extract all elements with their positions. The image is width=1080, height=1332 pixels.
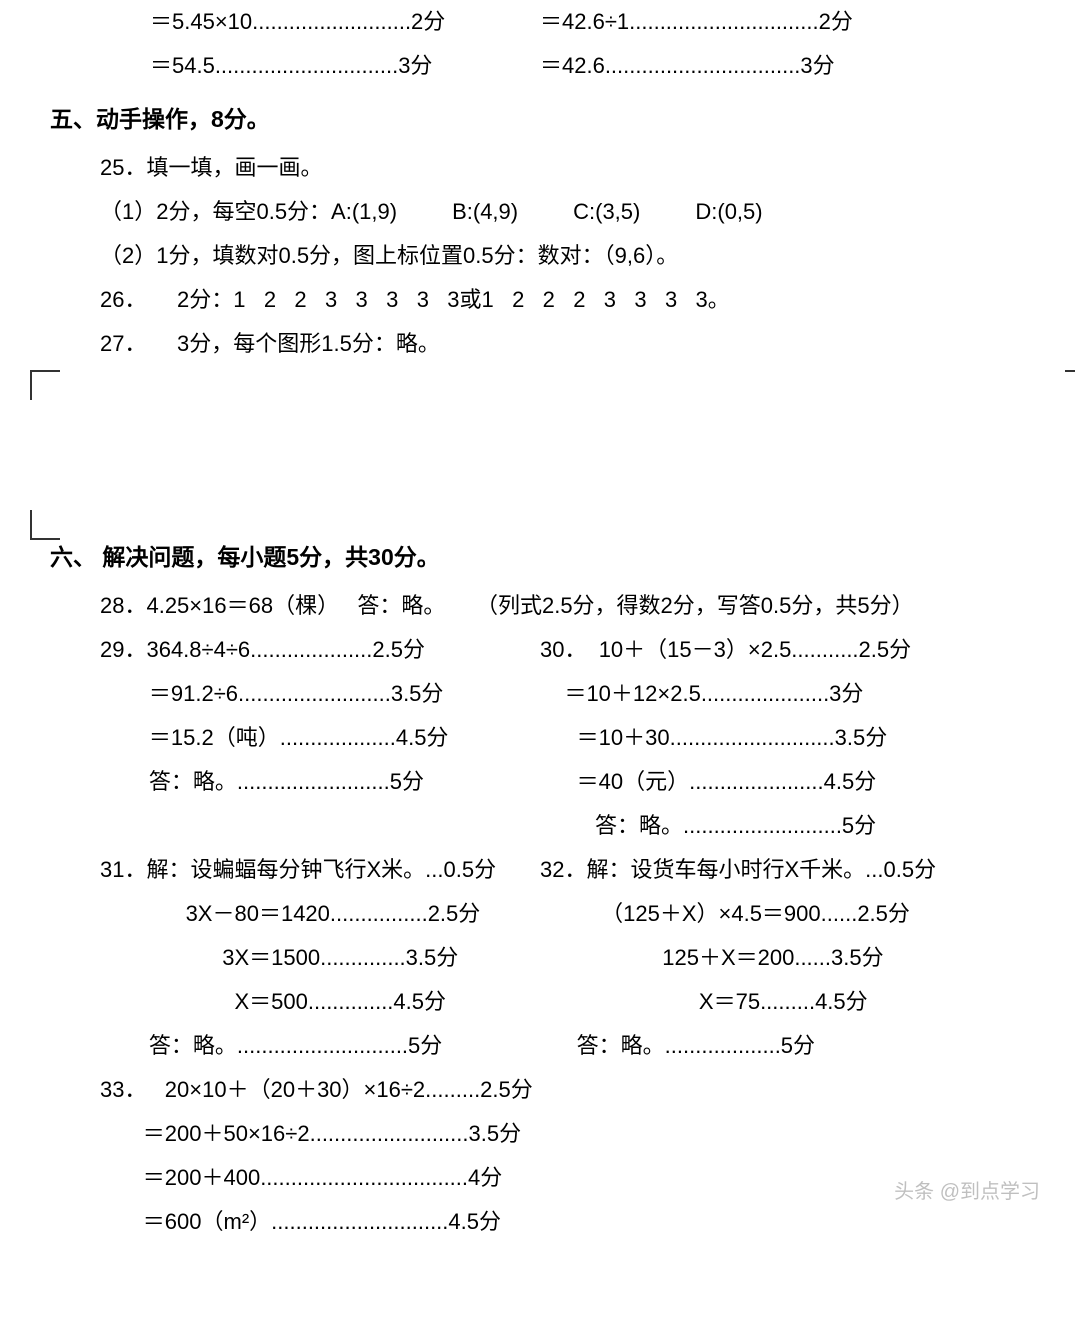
q33-a: 33． 20×10＋（20＋30）×16÷2.........2.5分 xyxy=(50,1068,1030,1112)
calc-row-1: ＝5.45×10..........................2分 ＝42… xyxy=(50,0,1030,44)
page-gap xyxy=(50,366,1030,526)
q30-d: ＝40（元）......................4.5分 xyxy=(540,760,1030,804)
calc-r2: ＝42.6................................3分 xyxy=(540,44,1030,88)
section-5-title: 五、动手操作，8分。 xyxy=(50,96,1030,142)
q30-c: ＝10＋30...........................3.5分 xyxy=(540,716,1030,760)
q32-d: X＝75.........4.5分 xyxy=(540,980,1030,1024)
q31-32-row3: 3X＝1500..............3.5分 125＋X＝200.....… xyxy=(50,936,1030,980)
q32-a: 32．解：设货车每小时行X千米。...0.5分 xyxy=(540,848,1030,892)
calc-l1: ＝5.45×10..........................2分 xyxy=(50,0,540,44)
q31-32-row2: 3X－80＝1420................2.5分 （125＋X）×4… xyxy=(50,892,1030,936)
q30-e: 答：略。..........................5分 xyxy=(540,804,1030,848)
q25-p1: （1）2分，每空0.5分：A:(1,9) B:(4,9) C:(3,5) D:(… xyxy=(50,190,1030,234)
calc-l2: ＝54.5..............................3分 xyxy=(50,44,540,88)
q31-32-row4: X＝500..............4.5分 X＝75.........4.5… xyxy=(50,980,1030,1024)
q30-b: ＝10＋12×2.5.....................3分 xyxy=(540,672,1030,716)
q30-row5: 答：略。..........................5分 xyxy=(50,804,1030,848)
q32-c: 125＋X＝200......3.5分 xyxy=(540,936,1030,980)
q32-e: 答：略。...................5分 xyxy=(540,1024,1030,1068)
section-6-title: 六、 解决问题，每小题5分，共30分。 xyxy=(50,534,1030,580)
q33-c: ＝200＋400................................… xyxy=(50,1156,1030,1200)
q33-d: ＝600（m²）.............................4.5… xyxy=(50,1200,1030,1244)
q31-b: 3X－80＝1420................2.5分 xyxy=(50,892,540,936)
q31-32-row5: 答：略。............................5分 答：略。.… xyxy=(50,1024,1030,1068)
q29-30-row4: 答：略。.........................5分 ＝40（元）..… xyxy=(50,760,1030,804)
crop-mark-top-left xyxy=(30,370,60,400)
q25-head: 25．填一填，画一画。 xyxy=(50,146,1030,190)
q26: 26． 2分：1 2 2 3 3 3 3 3或1 2 2 2 3 3 3 3。 xyxy=(50,278,1030,322)
calc-r1: ＝42.6÷1...............................2分 xyxy=(540,0,1030,44)
q32-b: （125＋X）×4.5＝900......2.5分 xyxy=(540,892,1030,936)
watermark: 头条 @到点学习 xyxy=(894,1172,1040,1212)
q33-b: ＝200＋50×16÷2..........................3.… xyxy=(50,1112,1030,1156)
q29-d: 答：略。.........................5分 xyxy=(50,760,540,804)
q29-30-row3: ＝15.2（吨）...................4.5分 ＝10＋30..… xyxy=(50,716,1030,760)
q31-32-row1: 31．解：设蝙蝠每分钟飞行X米。...0.5分 32．解：设货车每小时行X千米。… xyxy=(50,848,1030,892)
q30-a: 30． 10＋（15－3）×2.5...........2.5分 xyxy=(540,628,1030,672)
calc-row-2: ＝54.5..............................3分 ＝4… xyxy=(50,44,1030,88)
q31-c: 3X＝1500..............3.5分 xyxy=(50,936,540,980)
q29-b: ＝91.2÷6.........................3.5分 xyxy=(50,672,540,716)
q29-30-row2: ＝91.2÷6.........................3.5分 ＝10… xyxy=(50,672,1030,716)
q25-p2: （2）1分，填数对0.5分，图上标位置0.5分：数对：（9,6）。 xyxy=(50,234,1030,278)
q29-c: ＝15.2（吨）...................4.5分 xyxy=(50,716,540,760)
crop-mark-bottom-left xyxy=(30,510,60,540)
q29-empty xyxy=(50,804,540,848)
q31-d: X＝500..............4.5分 xyxy=(50,980,540,1024)
q28: 28．4.25×16＝68（棵） 答：略。 （列式2.5分，得数2分，写答0.5… xyxy=(50,584,1030,628)
q27: 27． 3分，每个图形1.5分：略。 xyxy=(50,322,1030,366)
q29-a: 29．364.8÷4÷6....................2.5分 xyxy=(50,628,540,672)
crop-mark-right xyxy=(1065,370,1075,400)
q31-e: 答：略。............................5分 xyxy=(50,1024,540,1068)
q29-30-row1: 29．364.8÷4÷6....................2.5分 30．… xyxy=(50,628,1030,672)
q31-a: 31．解：设蝙蝠每分钟飞行X米。...0.5分 xyxy=(50,848,540,892)
